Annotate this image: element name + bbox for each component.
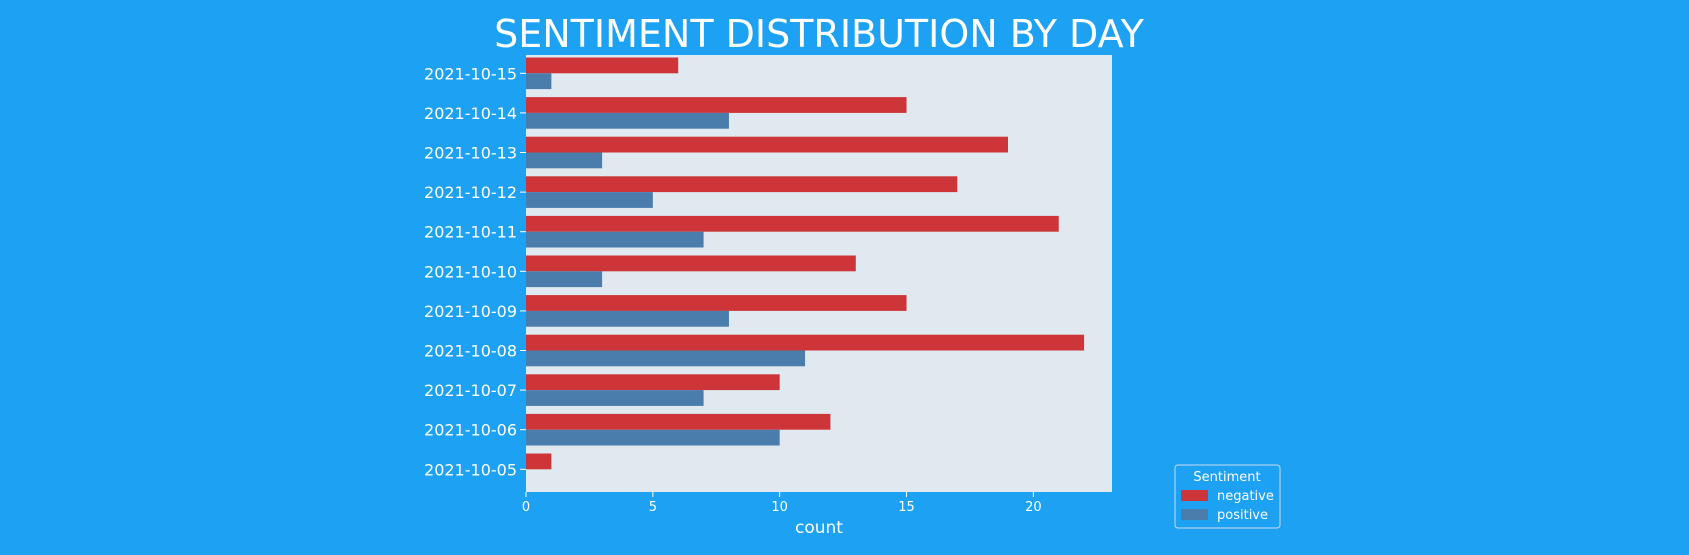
legend-label-negative: negative <box>1217 489 1274 504</box>
bar-positive-2021-10-15 <box>526 73 552 90</box>
bar-positive-2021-10-09 <box>526 310 729 327</box>
bar-negative-2021-10-14 <box>526 97 907 113</box>
legend-swatch-positive <box>1181 509 1208 520</box>
bar-negative-2021-10-12 <box>526 176 958 193</box>
bar-positive-2021-10-08 <box>526 350 806 367</box>
bar-negative-2021-10-15 <box>526 57 679 74</box>
bar-positive-2021-10-06 <box>526 429 780 446</box>
y-axis: 2021-10-15 2021-10-14 2021-10-13 2021-10-12… <box>424 64 526 479</box>
y-tick-label: 2021-10-09 <box>424 302 517 321</box>
bar-negative-2021-10-06 <box>526 413 831 430</box>
bars-group <box>526 57 1085 470</box>
x-tick-label: 20 <box>1025 500 1042 515</box>
x-tick-label: 15 <box>898 500 915 515</box>
bar-positive-2021-10-13 <box>526 152 603 169</box>
bar-positive-2021-10-07 <box>526 390 704 406</box>
chart-title: SENTIMENT DISTRIBUTION BY DAY <box>494 12 1145 56</box>
y-tick-label: 2021-10-07 <box>424 381 517 400</box>
legend-swatch-negative <box>1181 490 1208 501</box>
bar-negative-2021-10-07 <box>526 374 780 391</box>
bar-negative-2021-10-08 <box>526 334 1085 351</box>
bar-positive-2021-10-14 <box>526 112 729 129</box>
bar-negative-2021-10-10 <box>526 255 856 272</box>
bar-positive-2021-10-11 <box>526 231 704 248</box>
bar-negative-2021-10-11 <box>526 215 1059 232</box>
y-tick-label: 2021-10-15 <box>424 64 517 83</box>
y-tick-label: 2021-10-13 <box>424 144 517 163</box>
y-tick-label: 2021-10-11 <box>424 223 517 242</box>
legend-title: Sentiment <box>1193 470 1260 485</box>
bar-negative-2021-10-09 <box>526 295 907 311</box>
y-tick-label: 2021-10-10 <box>424 262 517 281</box>
legend: Sentiment negative positive <box>1174 464 1281 529</box>
x-tick-label: 0 <box>522 500 530 515</box>
x-tick-label: 10 <box>771 500 788 515</box>
y-tick-label: 2021-10-14 <box>424 104 517 123</box>
y-tick-label: 2021-10-06 <box>424 421 517 440</box>
bar-negative-2021-10-05 <box>526 453 552 470</box>
bar-positive-2021-10-12 <box>526 192 653 208</box>
legend-items: negative positive <box>1181 489 1274 523</box>
bar-positive-2021-10-10 <box>526 271 603 288</box>
bar-negative-2021-10-13 <box>526 136 1008 153</box>
legend-label-positive: positive <box>1217 508 1268 523</box>
x-axis-label: count <box>795 518 843 538</box>
y-tick-label: 2021-10-05 <box>424 460 517 479</box>
y-tick-label: 2021-10-12 <box>424 183 517 202</box>
x-tick-label: 5 <box>649 500 657 515</box>
x-axis: 0 5 10 15 20 <box>522 492 1042 515</box>
y-tick-label: 2021-10-08 <box>424 342 517 361</box>
